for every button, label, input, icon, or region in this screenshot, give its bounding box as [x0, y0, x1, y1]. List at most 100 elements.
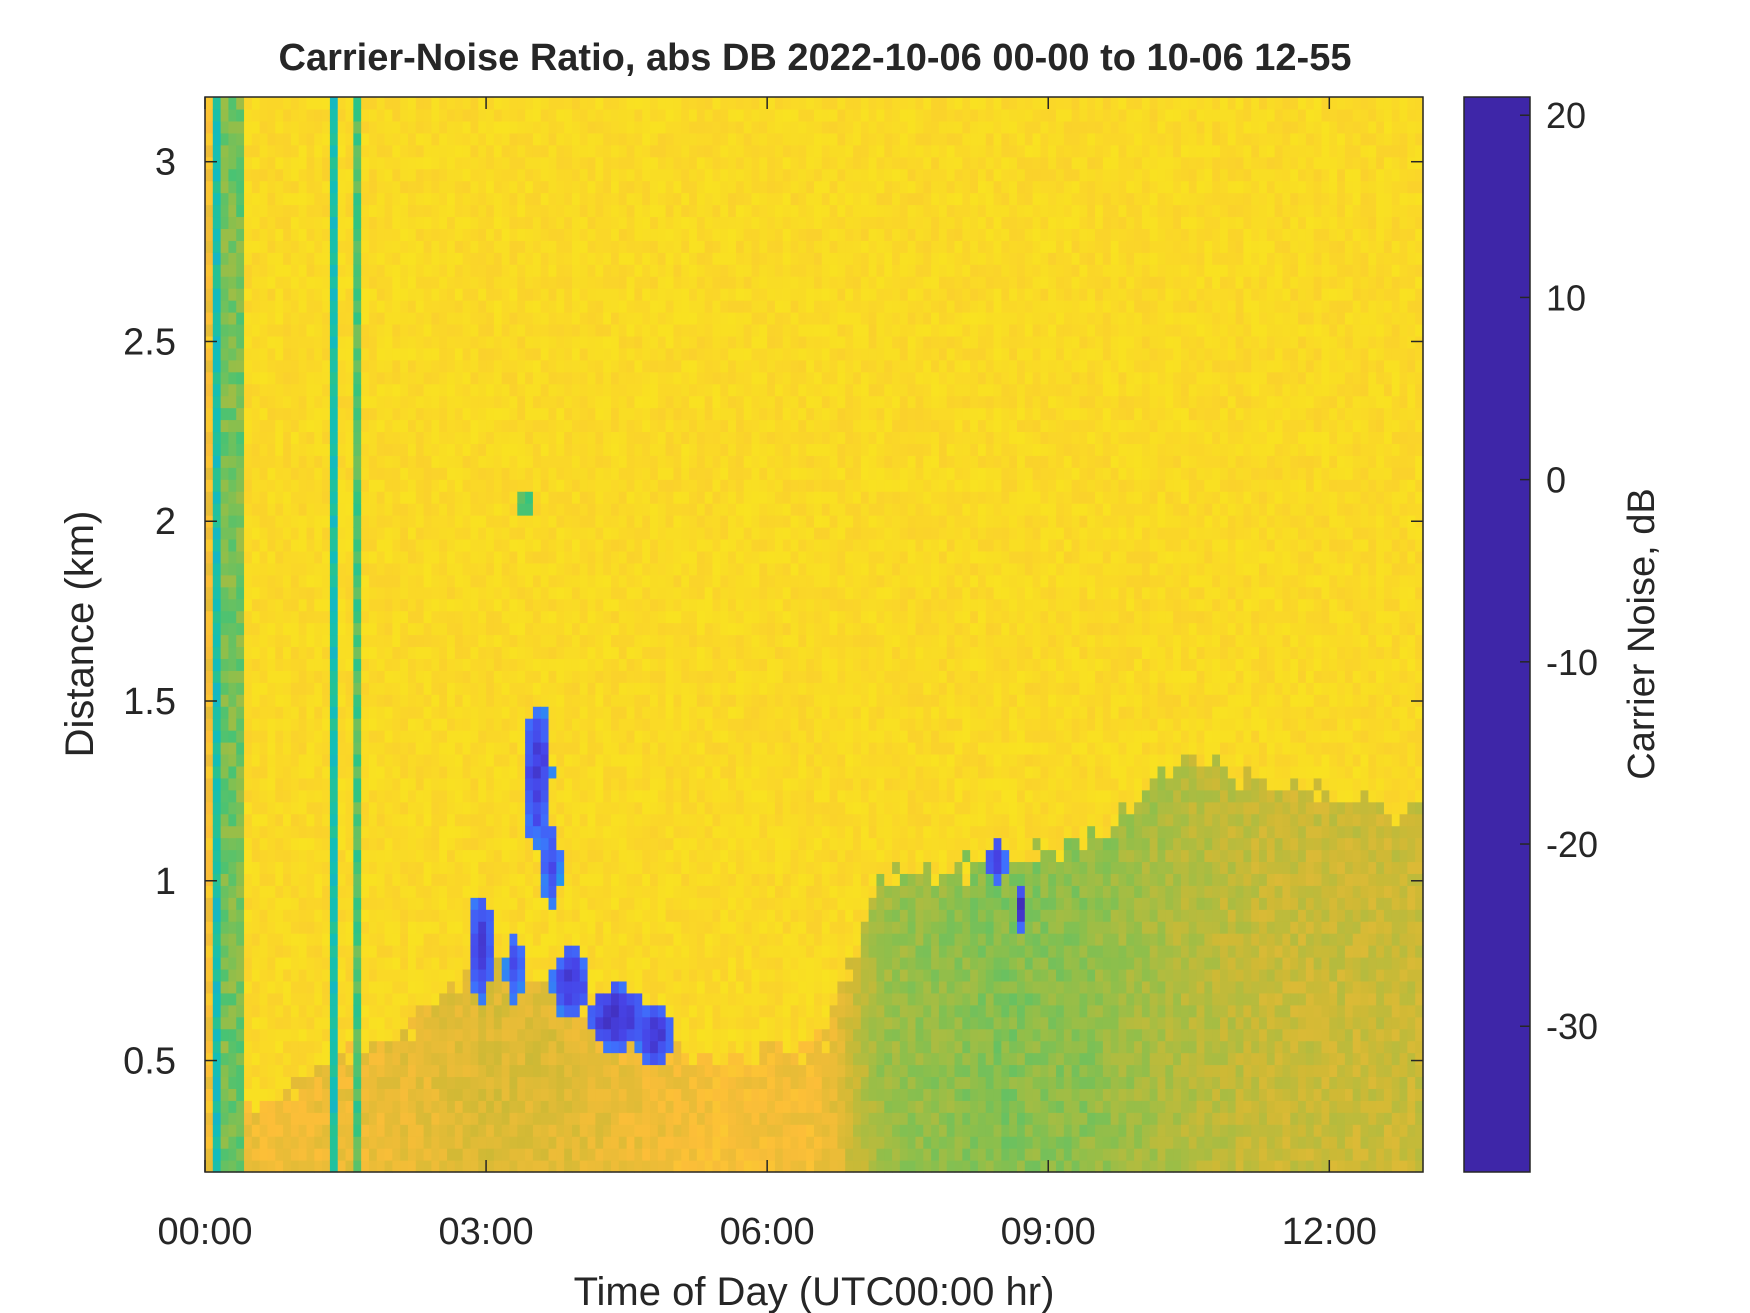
heatmap-cell [439, 980, 448, 994]
heatmap-cell [244, 682, 253, 695]
heatmap-cell [431, 897, 440, 910]
heatmap-cell [595, 276, 604, 289]
heatmap-cell [634, 1004, 643, 1018]
heatmap-cell [361, 1076, 370, 1089]
heatmap-cell [509, 562, 518, 576]
heatmap-cell [454, 144, 464, 158]
heatmap-cell [423, 670, 433, 683]
heatmap-cell [587, 228, 596, 241]
heatmap-cell [611, 503, 620, 516]
heatmap-cell [314, 347, 323, 361]
heatmap-cell [493, 1088, 503, 1101]
heatmap-cell [618, 658, 628, 671]
heatmap-cell [329, 108, 339, 122]
heatmap-cell [314, 312, 323, 325]
heatmap-cell [314, 957, 323, 970]
heatmap-cell [626, 813, 636, 827]
heatmap-cell [564, 873, 573, 886]
heatmap-cell [290, 765, 300, 779]
heatmap-cell [290, 538, 300, 552]
heatmap-cell [525, 682, 534, 695]
heatmap-cell [509, 527, 518, 540]
heatmap-cell [579, 957, 589, 970]
heatmap-cell [431, 491, 440, 504]
heatmap-cell [298, 407, 308, 421]
heatmap-cell [501, 503, 511, 516]
heatmap-cell [368, 562, 378, 576]
heatmap-cell [493, 730, 503, 743]
heatmap-cell [556, 1004, 565, 1018]
heatmap-cell [517, 813, 526, 827]
heatmap-cell [212, 670, 222, 683]
heatmap-cell [400, 455, 409, 468]
heatmap-cell [626, 1112, 636, 1125]
heatmap-cell [571, 395, 581, 409]
heatmap-cell [408, 550, 417, 564]
heatmap-cell [517, 897, 526, 910]
heatmap-cell [423, 276, 433, 289]
heatmap-cell [423, 467, 433, 480]
heatmap-cell [322, 168, 331, 182]
heatmap-cell [392, 753, 401, 767]
heatmap-cell [540, 252, 550, 265]
heatmap-cell [384, 1112, 393, 1125]
heatmap-cell [275, 574, 284, 588]
heatmap-cell [525, 527, 534, 540]
heatmap-cell [548, 980, 557, 994]
heatmap-cell [618, 622, 628, 636]
heatmap-cell [376, 789, 386, 803]
heatmap-cell [611, 706, 620, 719]
heatmap-cell [595, 204, 604, 218]
heatmap-cell [329, 204, 339, 218]
heatmap-cell [532, 1028, 542, 1042]
heatmap-cell [525, 550, 534, 564]
heatmap-cell [228, 670, 237, 683]
heatmap-cell [462, 491, 472, 504]
heatmap-cell [603, 610, 612, 624]
heatmap-cell [564, 682, 573, 695]
heatmap-cell [509, 132, 518, 146]
heatmap-cell [579, 515, 589, 528]
heatmap-cell [368, 598, 378, 612]
heatmap-cell [454, 1064, 464, 1078]
heatmap-cell [228, 252, 237, 265]
heatmap-cell [408, 491, 417, 504]
heatmap-cell [368, 968, 378, 982]
heatmap-cell [478, 562, 487, 576]
heatmap-cell [587, 431, 596, 444]
heatmap-cell [618, 586, 628, 600]
heatmap-cell [556, 921, 565, 934]
heatmap-cell [540, 395, 550, 409]
heatmap-cell [517, 335, 526, 349]
heatmap-cell [220, 1160, 230, 1173]
heatmap-cell [322, 443, 331, 456]
heatmap-cell [306, 873, 315, 886]
heatmap-cell [634, 980, 643, 994]
heatmap-cell [548, 300, 557, 313]
heatmap-cell [298, 562, 308, 576]
heatmap-cell [478, 1016, 487, 1030]
heatmap-cell [384, 885, 393, 898]
heatmap-cell [267, 1148, 276, 1161]
heatmap-cell [517, 980, 526, 994]
heatmap-cell [618, 1016, 628, 1030]
heatmap-cell [259, 550, 269, 564]
heatmap-cell [579, 909, 589, 922]
heatmap-cell [236, 108, 245, 122]
heatmap-cell [532, 240, 542, 253]
heatmap-cell [571, 1028, 581, 1042]
heatmap-cell [431, 97, 440, 110]
heatmap-cell [431, 168, 440, 182]
heatmap-cell [462, 455, 472, 468]
heatmap-cell [259, 1100, 269, 1113]
heatmap-cell [392, 1016, 401, 1030]
heatmap-cell [611, 945, 620, 958]
heatmap-cell [408, 300, 417, 313]
heatmap-cell [244, 359, 253, 373]
heatmap-cell [618, 1040, 628, 1054]
heatmap-cell [361, 550, 370, 564]
heatmap-cell [306, 897, 315, 910]
heatmap-cell [501, 586, 511, 600]
heatmap-cell [618, 968, 628, 982]
heatmap-cell [400, 921, 409, 934]
